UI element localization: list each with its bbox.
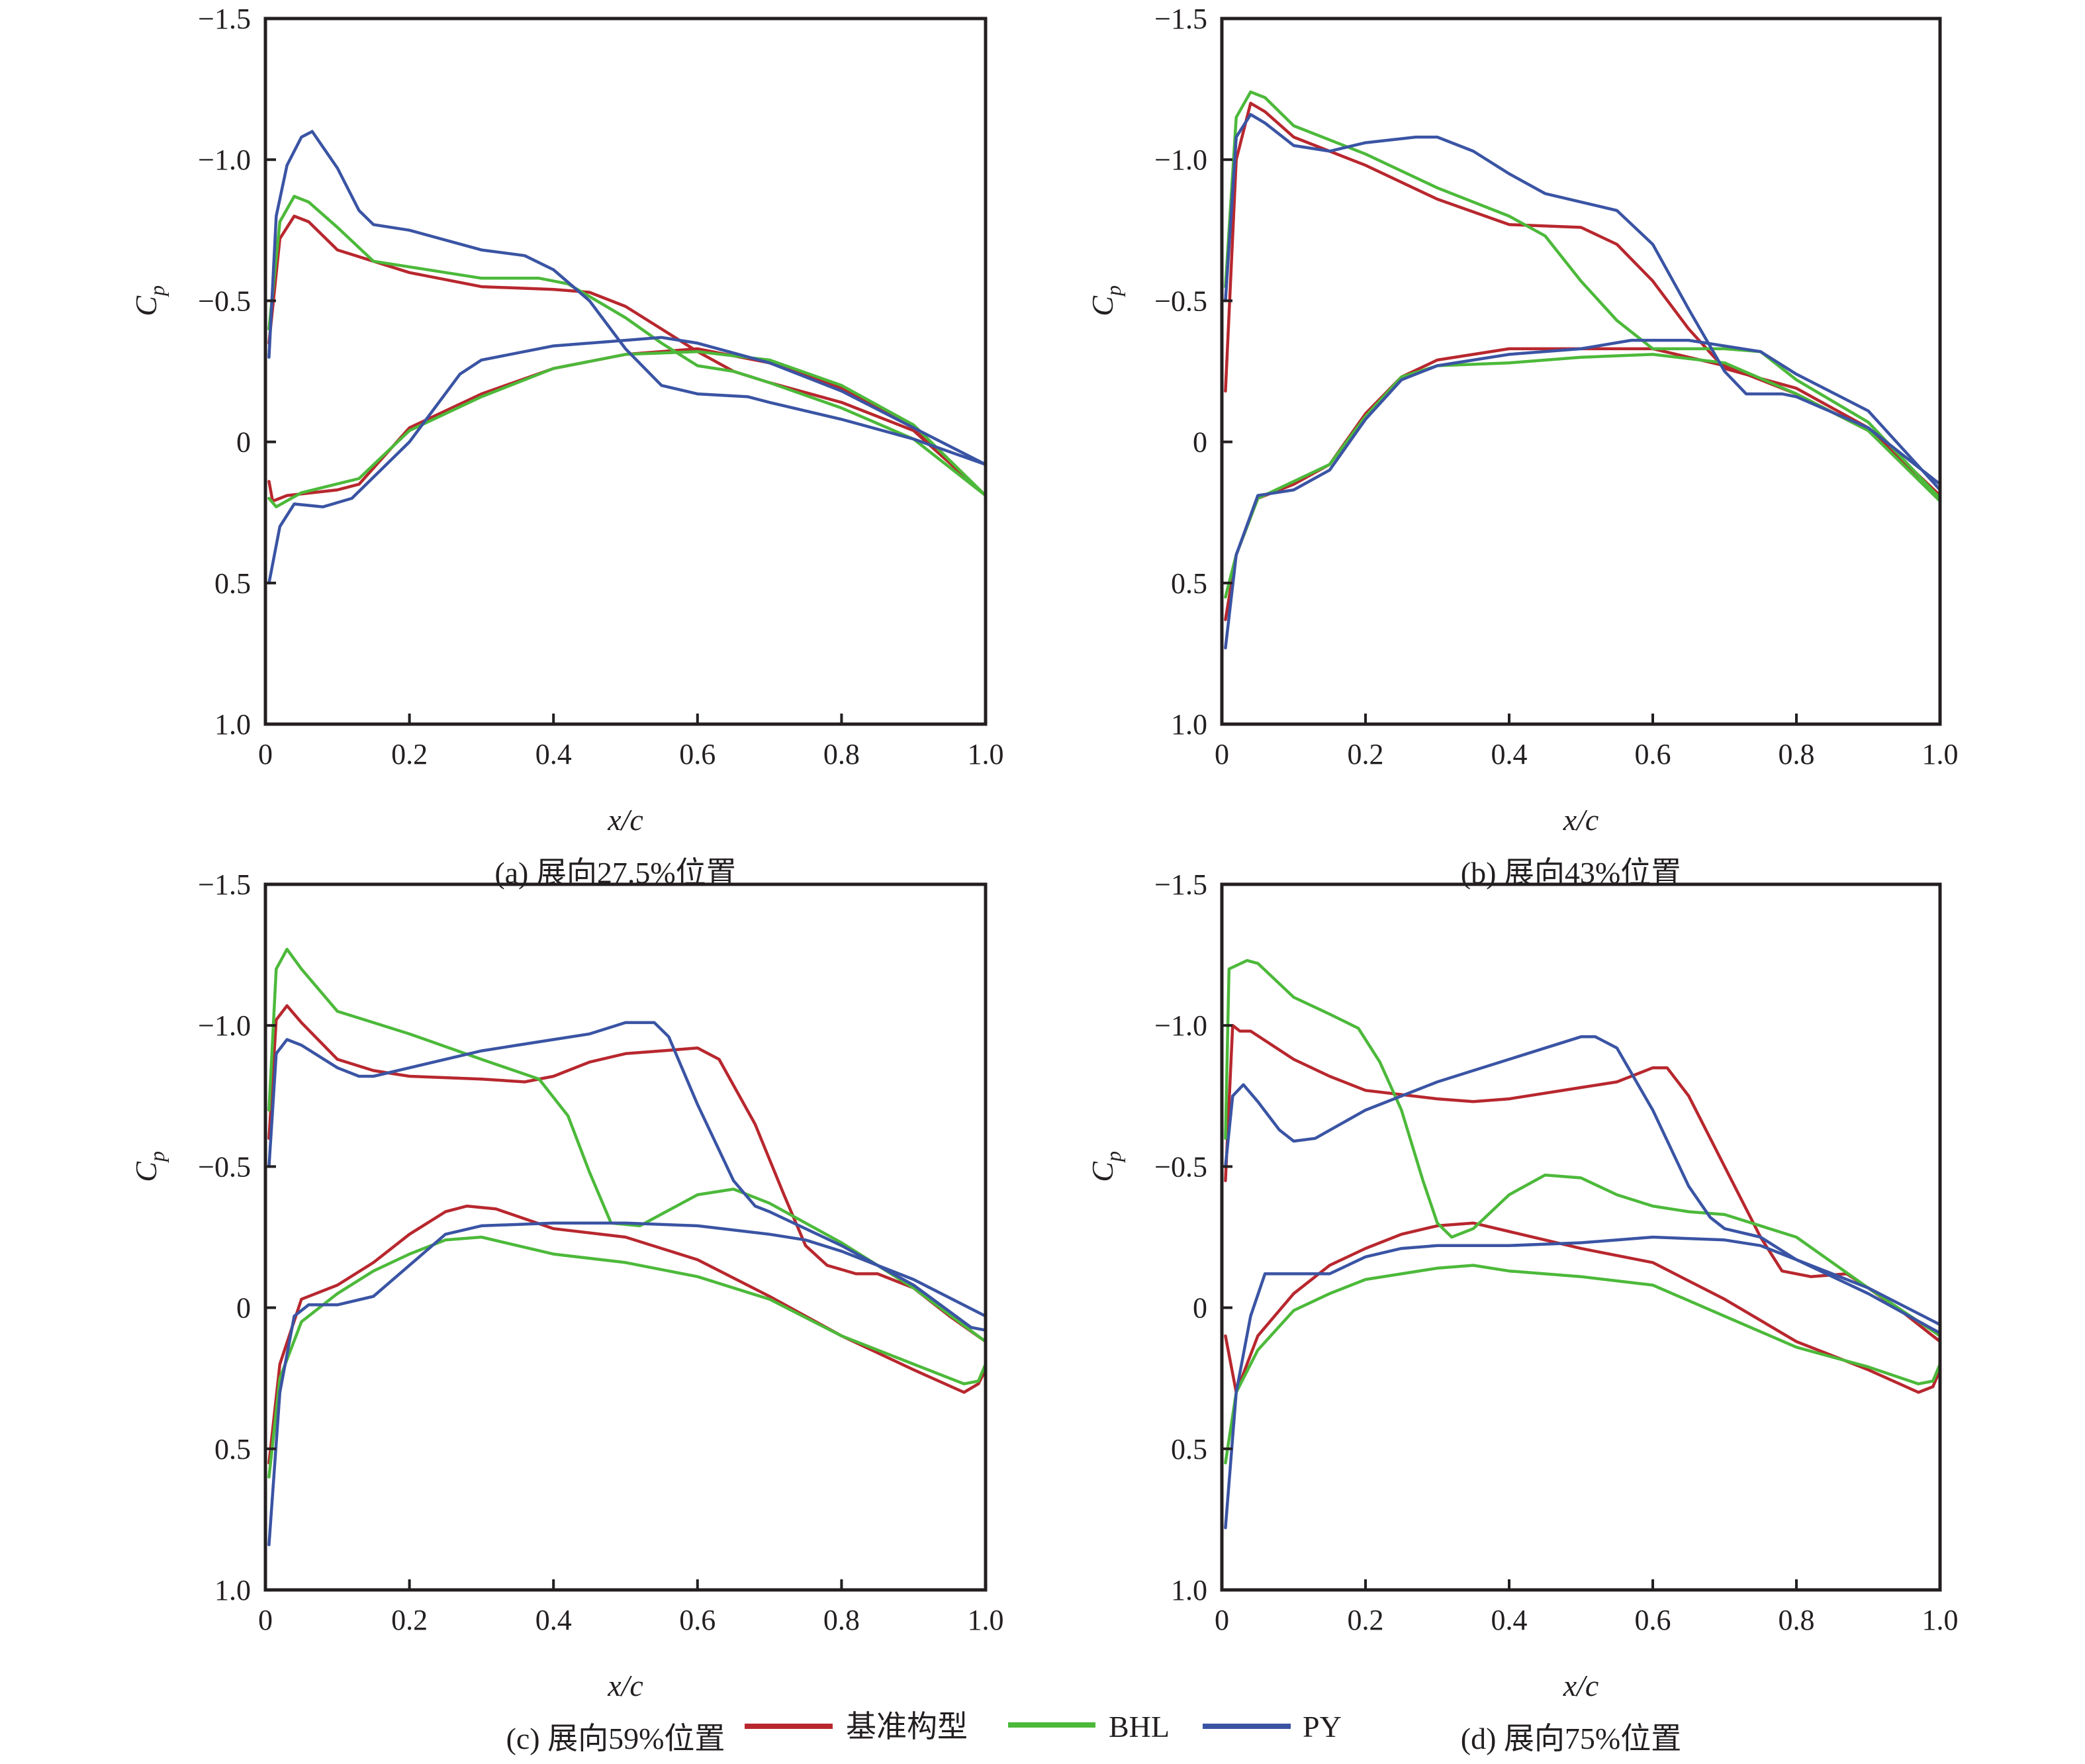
series-line-bhl-lower — [1224, 1264, 1940, 1465]
x-tick-label: 1.0 — [1922, 1604, 1959, 1636]
series-line-baseline-upper — [267, 1004, 986, 1344]
series-line-py-upper — [1224, 1035, 1940, 1326]
panel-caption: (c) 展向59%位置 — [506, 1722, 725, 1755]
plot-frame — [263, 17, 988, 726]
series-line-py-lower — [267, 1221, 986, 1547]
y-tick-label: 1.0 — [214, 708, 251, 741]
y-tick-label: 0 — [236, 426, 251, 459]
x-tick-label: 1.0 — [1922, 738, 1959, 770]
y-axis-label: Cp — [129, 1151, 169, 1182]
plot-frame — [263, 882, 988, 1592]
series-line-baseline-upper — [1224, 101, 1940, 497]
x-tick-label: 0.8 — [1779, 738, 1815, 770]
x-tick-label: 0.8 — [823, 1604, 860, 1636]
x-axis-label: x/c — [1563, 803, 1599, 837]
panels: 0 0.2 0.4 0.6 0.8 1.0 −1.5 −1.0 −0.5 0 0.5 1.0 Cp x/c… — [129, 3, 1959, 1755]
series-line-baseline-lower — [1224, 347, 1940, 622]
y-tick-label: −1.5 — [1154, 868, 1207, 901]
x-tick-label: 0.6 — [1635, 738, 1671, 770]
y-axis-label: Cp — [1086, 1151, 1125, 1182]
series-line-baseline-lower — [267, 1204, 986, 1465]
y-tick-label: −1.0 — [198, 1009, 251, 1042]
series-group — [267, 130, 986, 585]
x-tick-label: 0.6 — [679, 1604, 716, 1636]
series-line-bhl-upper — [267, 947, 986, 1344]
y-tick-label: −0.5 — [198, 1150, 251, 1183]
series-line-py-upper — [267, 130, 986, 466]
y-tick-label: 1.0 — [214, 1574, 251, 1606]
series-group — [1224, 90, 1940, 650]
series-line-baseline-upper — [267, 214, 986, 497]
y-axis-label: Cp — [129, 285, 169, 316]
y-axis-label: Cp — [1086, 285, 1125, 316]
series-line-bhl-upper — [267, 195, 986, 497]
legend-label-baseline: 基准构型 — [846, 1710, 968, 1743]
x-tick-label: 0.2 — [1348, 1604, 1384, 1636]
panel-caption: (d) 展向75%位置 — [1461, 1722, 1681, 1755]
plot-frame — [1220, 17, 1942, 726]
x-axis-label: x/c — [607, 803, 643, 837]
x-tick-label: 0 — [258, 1604, 273, 1636]
y-tick-label: 0.5 — [1171, 567, 1207, 600]
x-tick-label: 0.2 — [391, 1604, 428, 1636]
y-tick-label: 0.5 — [1171, 1433, 1207, 1465]
x-tick-label: 0.2 — [1348, 738, 1384, 770]
series-line-baseline-upper — [1224, 1023, 1940, 1344]
x-tick-label: 0.4 — [535, 738, 572, 770]
series-line-py-upper — [267, 1021, 986, 1332]
y-tick-label: −1.0 — [198, 144, 251, 176]
x-tick-label: 0.4 — [1491, 738, 1528, 770]
series-group — [1224, 958, 1940, 1530]
series-line-py-lower — [267, 336, 986, 585]
chart-panel-d: 0 0.2 0.4 0.6 0.8 1.0 −1.5 −1.0 −0.5 0 0.5 1.0 Cp x/c… — [1086, 868, 1959, 1755]
legend-label-py: PY — [1303, 1710, 1342, 1743]
series-line-bhl-lower — [1224, 353, 1940, 599]
x-tick-label: 0.8 — [1779, 1604, 1815, 1636]
y-tick-label: 0.5 — [214, 1433, 251, 1465]
x-tick-label: 0 — [1215, 1604, 1229, 1636]
chart-panel-a: 0 0.2 0.4 0.6 0.8 1.0 −1.5 −1.0 −0.5 0 0.5 1.0 Cp x/c… — [129, 3, 1004, 890]
series-line-py-upper — [1224, 113, 1940, 486]
series-line-py-lower — [1224, 1235, 1940, 1530]
y-tick-label: 0 — [236, 1292, 251, 1324]
chart-panel-c: 0 0.2 0.4 0.6 0.8 1.0 −1.5 −1.0 −0.5 0 0.5 1.0 Cp x/c… — [129, 868, 1004, 1755]
y-tick-label: −1.0 — [1154, 1009, 1207, 1042]
plot-frame — [1220, 882, 1942, 1592]
legend-label-bhl: BHL — [1109, 1710, 1170, 1743]
x-axis-label: x/c — [607, 1669, 643, 1702]
x-tick-label: 0.8 — [823, 738, 860, 770]
x-tick-label: 0.6 — [1635, 1604, 1671, 1636]
y-tick-label: 1.0 — [1171, 1574, 1207, 1606]
y-tick-label: 0.5 — [214, 567, 251, 600]
y-tick-label: −0.5 — [1154, 285, 1207, 317]
series-line-bhl-lower — [267, 349, 986, 508]
series-line-bhl-upper — [1224, 958, 1940, 1338]
x-tick-label: 0.2 — [391, 738, 428, 770]
x-axis-label: x/c — [1563, 1669, 1599, 1702]
y-tick-label: −0.5 — [198, 285, 251, 317]
x-tick-label: 0 — [258, 738, 273, 770]
y-tick-label: −1.0 — [1154, 144, 1207, 176]
x-tick-label: 0 — [1215, 738, 1229, 770]
x-tick-label: 0.4 — [1491, 1604, 1528, 1636]
y-tick-label: 0 — [1193, 1292, 1207, 1324]
series-line-bhl-upper — [1224, 90, 1940, 500]
y-tick-label: −1.5 — [198, 868, 251, 901]
legend: 基准构型 BHL PY — [745, 1710, 1342, 1743]
y-tick-label: 0 — [1193, 426, 1207, 459]
y-tick-label: −1.5 — [198, 3, 251, 35]
series-line-baseline-lower — [1224, 1221, 1940, 1394]
y-tick-label: −0.5 — [1154, 1150, 1207, 1183]
series-group — [267, 947, 986, 1547]
y-tick-label: −1.5 — [1154, 3, 1207, 35]
x-tick-label: 1.0 — [968, 1604, 1004, 1636]
chart-panel-b: 0 0.2 0.4 0.6 0.8 1.0 −1.5 −1.0 −0.5 0 0.5 1.0 Cp x/c… — [1086, 3, 1959, 890]
x-tick-label: 1.0 — [968, 738, 1004, 770]
series-line-bhl-lower — [267, 1235, 986, 1479]
x-tick-label: 0.4 — [535, 1604, 572, 1636]
y-tick-label: 1.0 — [1171, 708, 1207, 741]
x-tick-label: 0.6 — [679, 738, 716, 770]
series-line-py-lower — [1224, 338, 1940, 650]
